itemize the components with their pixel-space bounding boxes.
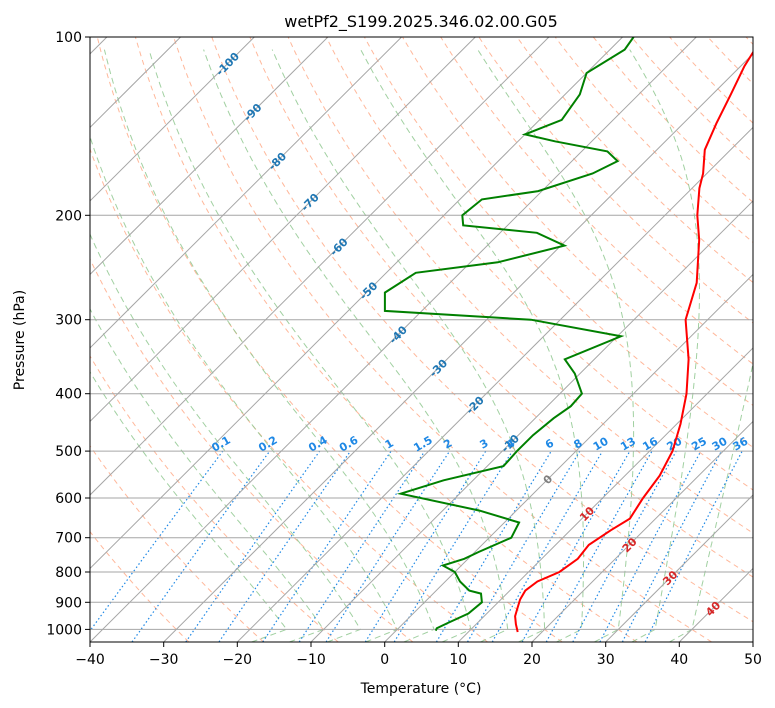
moist-adiabat [669, 361, 753, 642]
dry-adiabat [402, 37, 753, 406]
dry-adiabat [90, 355, 339, 642]
y-tick-label: 900 [55, 595, 82, 611]
moist-adiabat [90, 135, 398, 642]
y-tick-label: 100 [55, 30, 82, 46]
moist-adiabat [90, 308, 325, 642]
moist-adiabat [203, 49, 509, 642]
isotherm [90, 37, 623, 570]
y-tick-label: 600 [55, 491, 82, 507]
dry-adiabat [211, 37, 753, 623]
isotherm [90, 37, 329, 276]
x-tick-label: −40 [75, 652, 105, 668]
isotherm [90, 37, 255, 202]
isotherm [90, 37, 402, 349]
y-tick-label: 400 [55, 387, 82, 403]
chart-title: wetPf2_S199.2025.346.02.00.G05 [284, 12, 558, 32]
y-tick-label: 800 [55, 565, 82, 581]
x-tick-label: 40 [670, 652, 688, 668]
x-axis-label: Temperature (°C) [360, 681, 482, 697]
x-axis-ticks: −40 −30 −20 −10 0 10 20 30 40 50 [75, 642, 762, 668]
mixing-ratio-line [521, 450, 631, 642]
isotherm [90, 37, 697, 642]
dry-adiabat [90, 530, 190, 642]
isotherm [531, 420, 753, 642]
dry-adiabat [249, 37, 753, 578]
moist-adiabat [90, 370, 288, 642]
mixing-ratio-line [572, 450, 677, 642]
mixing-ratio-line [364, 450, 487, 642]
mixing-ratio-line [185, 450, 321, 642]
isotherm [236, 126, 753, 642]
mixing-ratio-line [131, 450, 271, 642]
moist-adiabat [148, 49, 472, 642]
moist-adiabat [271, 49, 546, 642]
y-tick-label: 200 [55, 208, 82, 224]
mixing-ratio-line [393, 450, 513, 642]
moist-adiabats [90, 49, 753, 642]
mixing-ratio-line [644, 450, 743, 642]
moist-adiabat [629, 49, 700, 642]
dewpoint-line [383, 37, 635, 632]
isotherm [90, 37, 476, 423]
mixing-ratio-line [218, 450, 351, 642]
y-axis-label: Pressure (hPa) [12, 290, 28, 390]
x-tick-label: −30 [149, 652, 179, 668]
mixing-ratio-line [298, 450, 426, 642]
y-tick-label: 1000 [46, 622, 82, 638]
dry-adiabat [554, 37, 753, 243]
plot-area: -100-90-80-70-60-50-40-30-20-10010203040… [90, 37, 753, 642]
moist-adiabat [90, 232, 362, 642]
isotherm [90, 37, 550, 496]
mixing-ratio-line [90, 450, 224, 632]
x-tick-label: 50 [744, 652, 762, 668]
x-tick-label: 30 [597, 652, 615, 668]
moist-adiabat [477, 49, 635, 642]
plot-frame [89, 36, 754, 643]
dry-adiabat [325, 37, 753, 491]
y-tick-label: 300 [55, 313, 82, 329]
x-tick-label: 10 [449, 652, 467, 668]
y-axis-ticks: 100 200 300 400 500 600 700 800 900 1000 [46, 30, 90, 638]
moist-adiabat [360, 49, 585, 642]
y-tick-label: 700 [55, 531, 82, 547]
dry-adiabat [592, 37, 753, 203]
y-tick-label: 500 [55, 444, 82, 460]
dry-adiabat [134, 37, 638, 642]
mixing-ratio-line [262, 450, 392, 642]
dry-adiabat [287, 37, 753, 534]
mixing-ratio-lines [90, 450, 743, 642]
x-tick-label: −20 [223, 652, 253, 668]
x-tick-label: −10 [296, 652, 326, 668]
temperature-line [514, 50, 753, 633]
pressure-gridlines [90, 37, 753, 630]
dry-adiabat [516, 37, 753, 284]
x-tick-label: 0 [380, 652, 389, 668]
x-tick-label: 20 [523, 652, 541, 668]
isotherm [163, 53, 753, 642]
isotherm [605, 494, 753, 642]
mixing-ratio-line [325, 450, 451, 642]
dry-adiabat [440, 37, 753, 365]
mixing-ratio-line [545, 450, 653, 642]
isotherm [457, 347, 753, 642]
